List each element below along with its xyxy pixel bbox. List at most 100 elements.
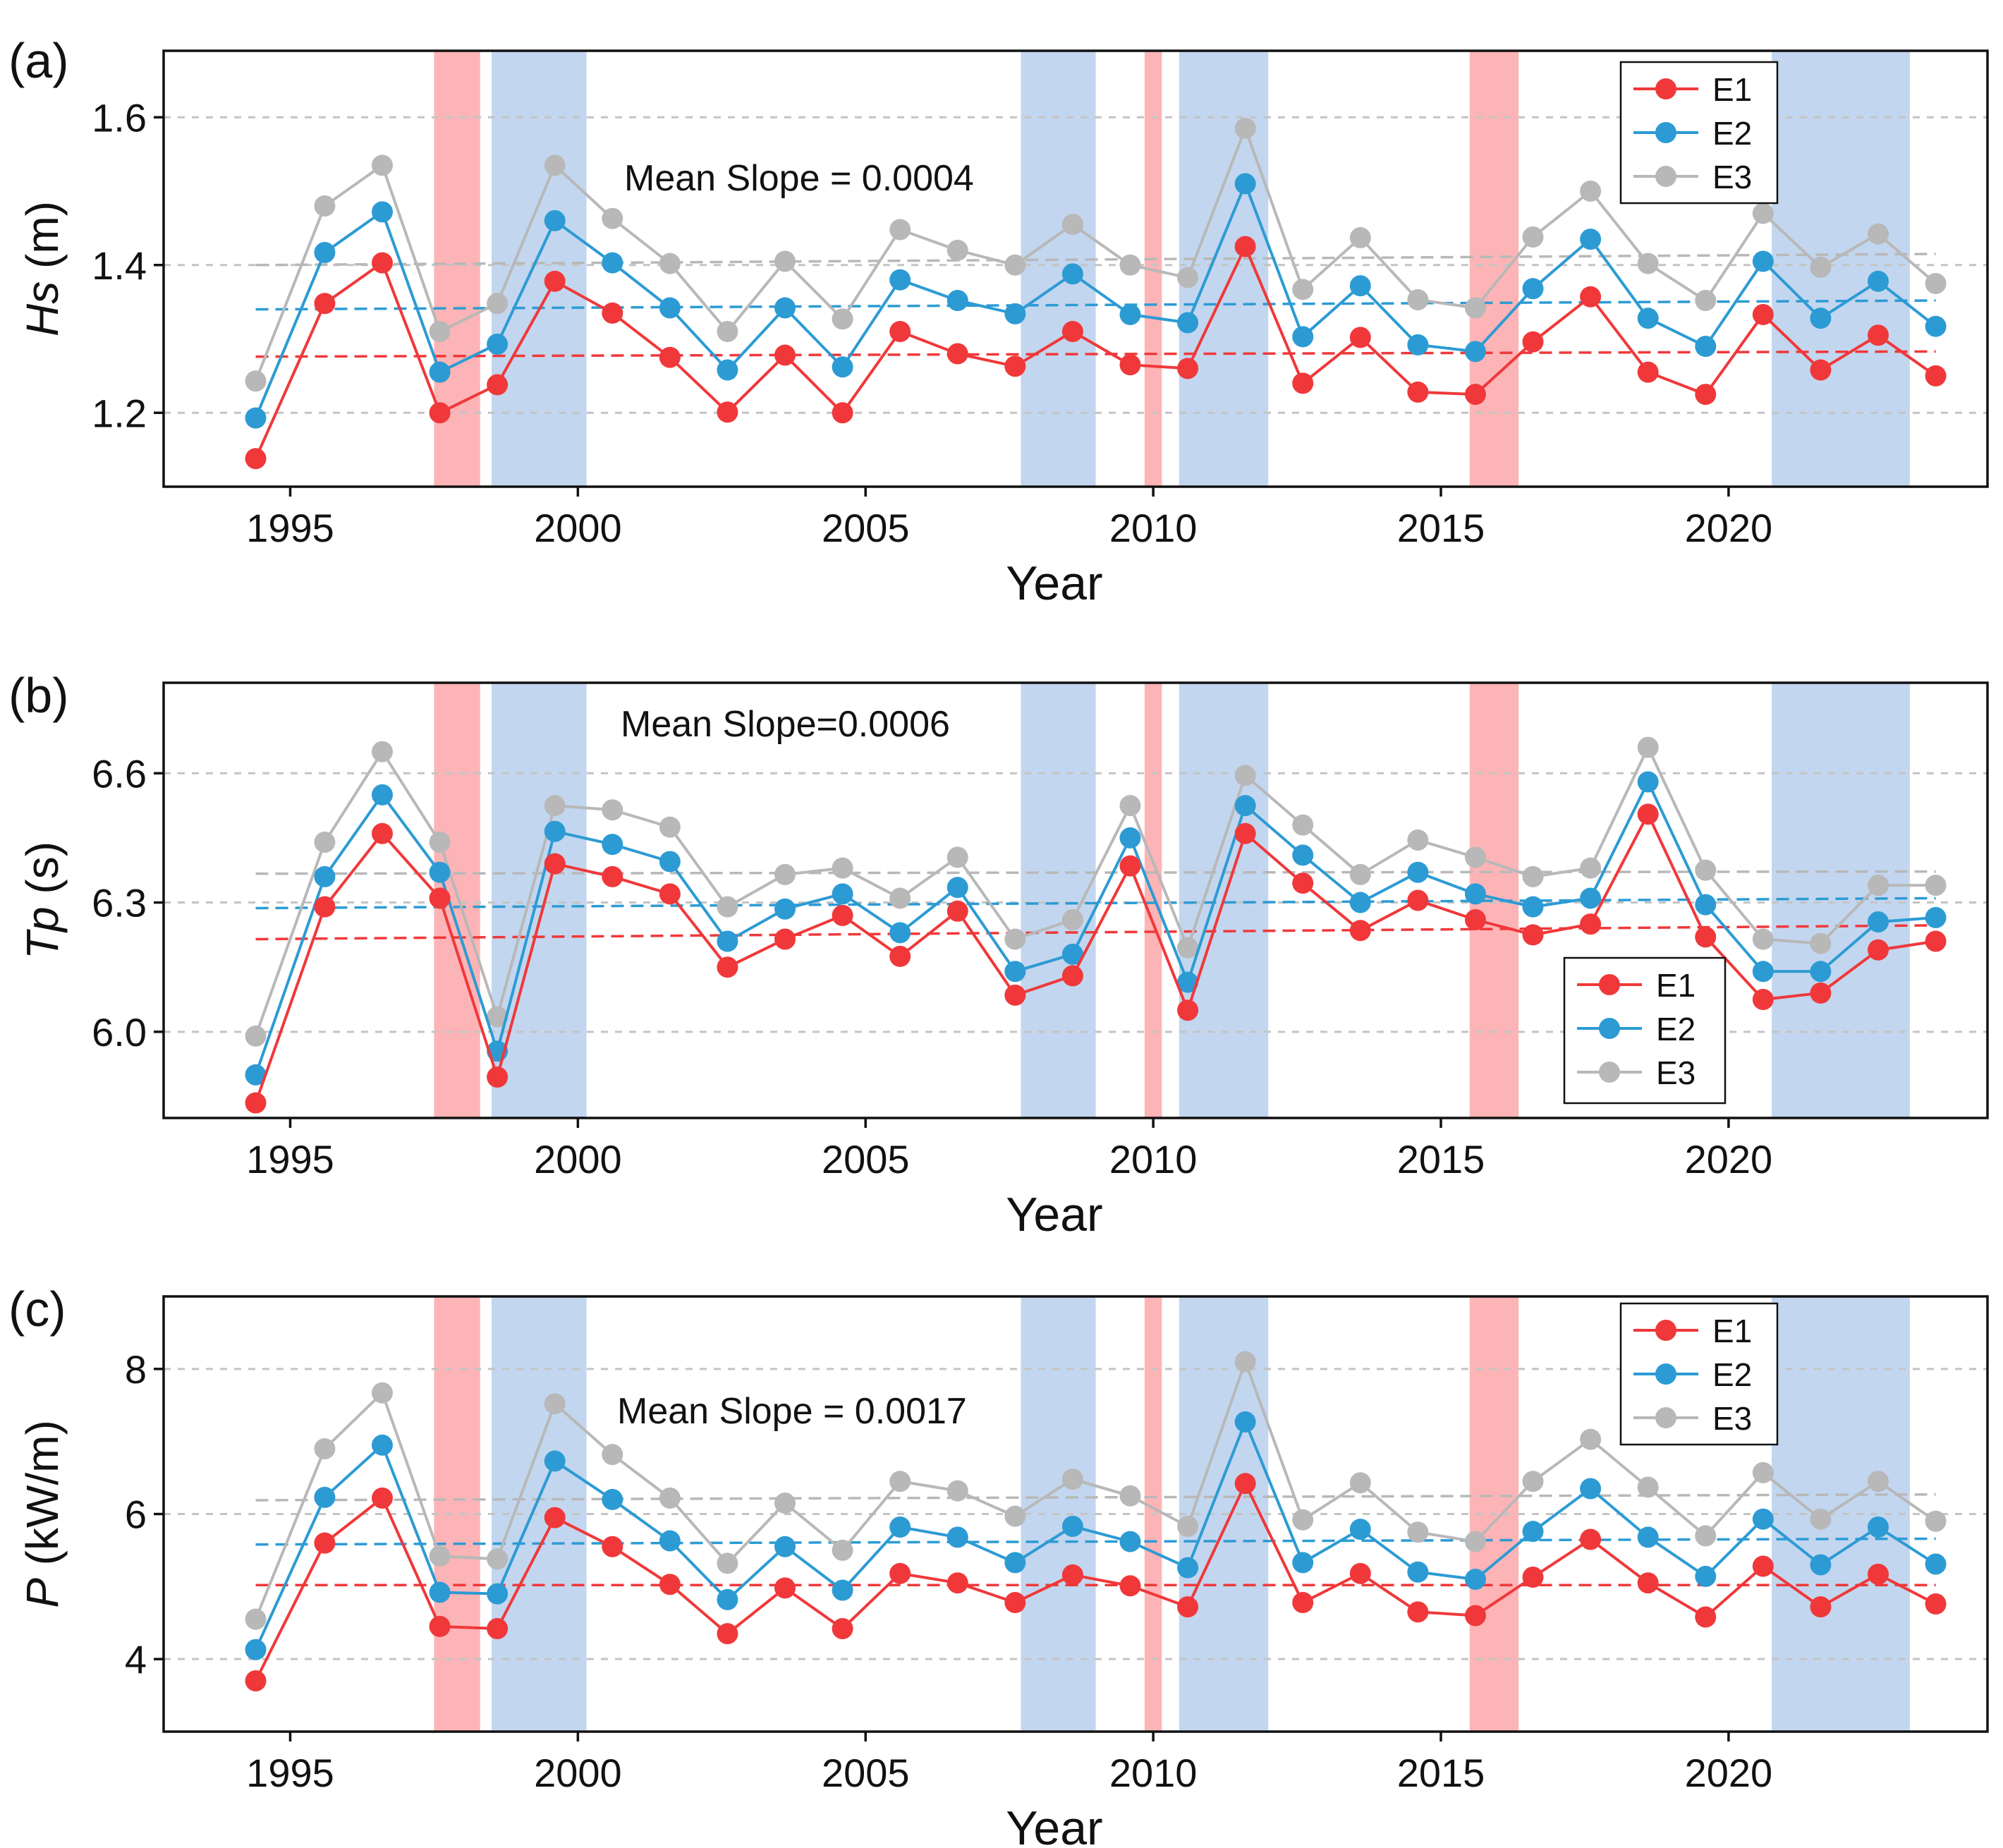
data-point-e3 [717, 1552, 738, 1574]
data-point-e2 [1522, 1521, 1544, 1543]
la-nina-band [491, 683, 587, 1118]
data-point-e3 [487, 293, 509, 315]
data-point-e3 [487, 1006, 509, 1028]
data-point-e3 [832, 857, 853, 879]
y-tick-label: 6.6 [92, 751, 147, 796]
data-point-e3 [1464, 846, 1486, 868]
y-tick-label: 8 [125, 1347, 147, 1392]
data-point-e2 [1119, 1531, 1141, 1552]
data-point-e3 [1695, 290, 1717, 312]
data-point-e1 [832, 402, 853, 424]
data-point-e1 [1695, 384, 1717, 406]
data-point-e1 [1464, 384, 1486, 406]
data-point-e3 [602, 207, 623, 229]
data-point-e3 [1522, 865, 1544, 887]
data-point-e3 [1580, 1428, 1602, 1450]
data-point-e3 [832, 308, 853, 330]
y-tick-label: 6.3 [92, 881, 147, 925]
data-point-e3 [946, 239, 968, 261]
data-point-e1 [1464, 1605, 1486, 1627]
data-point-e3 [487, 1548, 509, 1570]
axes-frame [162, 49, 1989, 488]
data-point-e3 [1177, 937, 1199, 959]
data-point-e3 [1119, 795, 1141, 817]
data-point-e3 [659, 1487, 681, 1509]
legend-marker-e1 [1655, 1320, 1676, 1341]
data-point-e3 [1637, 253, 1659, 274]
data-point-e2 [1695, 894, 1717, 916]
x-tick-label: 2010 [1109, 506, 1198, 550]
legend-label-e3: E3 [1656, 1054, 1695, 1091]
series-line-e3 [254, 124, 1937, 382]
data-point-e1 [1580, 1528, 1602, 1550]
la-nina-band [491, 51, 587, 487]
data-point-e2 [429, 861, 451, 883]
data-point-e1 [889, 945, 911, 967]
data-point-e1 [1061, 321, 1083, 343]
la-nina-band [1021, 683, 1096, 1118]
data-point-e2 [1004, 961, 1026, 983]
series-line-e3 [254, 1357, 1937, 1620]
data-point-e2 [1522, 278, 1544, 300]
legend: E1 E2 E3 [1619, 1302, 1779, 1446]
data-point-e3 [1925, 1510, 1947, 1532]
data-point-e3 [717, 896, 738, 918]
panel-label: (b) [8, 668, 69, 723]
data-point-e2 [602, 834, 623, 856]
data-point-e2 [717, 1588, 738, 1610]
data-point-e2 [1868, 911, 1889, 933]
data-point-e1 [1695, 926, 1717, 948]
data-point-e3 [314, 832, 336, 853]
data-point-e1 [314, 1532, 336, 1554]
legend-label-e1: E1 [1712, 71, 1752, 108]
x-axis-title: Year [1006, 557, 1102, 610]
data-point-e2 [1061, 943, 1083, 965]
data-point-e3 [946, 1480, 968, 1502]
legend-marker-e3 [1599, 1062, 1620, 1083]
data-point-e2 [602, 252, 623, 274]
data-point-e2 [1061, 263, 1083, 285]
data-point-e1 [1234, 822, 1256, 844]
data-point-e1 [245, 448, 267, 470]
x-tick-label: 2005 [822, 506, 910, 550]
x-tick-label: 2000 [534, 1137, 622, 1181]
data-point-e3 [1407, 1521, 1429, 1543]
data-point-e2 [1407, 1561, 1429, 1583]
data-point-e1 [1407, 381, 1429, 403]
data-point-e3 [774, 863, 796, 885]
data-point-e3 [245, 1025, 267, 1047]
trend-line-e3 [255, 1493, 1936, 1502]
data-point-e2 [1349, 275, 1371, 297]
data-point-e1 [1177, 999, 1199, 1021]
data-point-e1 [1234, 1473, 1256, 1495]
x-tick-label: 2020 [1685, 506, 1773, 550]
data-point-e1 [371, 252, 393, 274]
data-point-e1 [314, 293, 336, 315]
data-point-e1 [1004, 355, 1026, 377]
data-point-e1 [774, 928, 796, 950]
data-point-e3 [1061, 214, 1083, 236]
data-point-e3 [717, 321, 738, 343]
series-line-e2 [254, 1418, 1937, 1651]
data-point-e2 [774, 898, 796, 920]
data-point-e3 [1925, 875, 1947, 896]
y-axis-title: P (kW/m) [17, 1420, 68, 1608]
data-point-e2 [429, 361, 451, 383]
x-tick-label: 2000 [534, 506, 622, 550]
data-point-e2 [1349, 1519, 1371, 1540]
data-point-e2 [1637, 771, 1659, 793]
data-point-e2 [314, 1486, 336, 1508]
data-point-e1 [1925, 365, 1947, 387]
data-point-e2 [1234, 795, 1256, 817]
data-point-e2 [1464, 341, 1486, 363]
trend-line-e1 [255, 350, 1936, 358]
data-point-e1 [1119, 1575, 1141, 1597]
x-tick-label: 1995 [246, 1137, 334, 1181]
data-point-e3 [1407, 288, 1429, 310]
x-tick-label: 2015 [1397, 506, 1485, 550]
data-point-e3 [1868, 223, 1889, 245]
data-point-e2 [1292, 1552, 1314, 1574]
data-point-e1 [1061, 1564, 1083, 1586]
legend-label-e2: E2 [1712, 1356, 1752, 1393]
data-point-e1 [717, 401, 738, 423]
